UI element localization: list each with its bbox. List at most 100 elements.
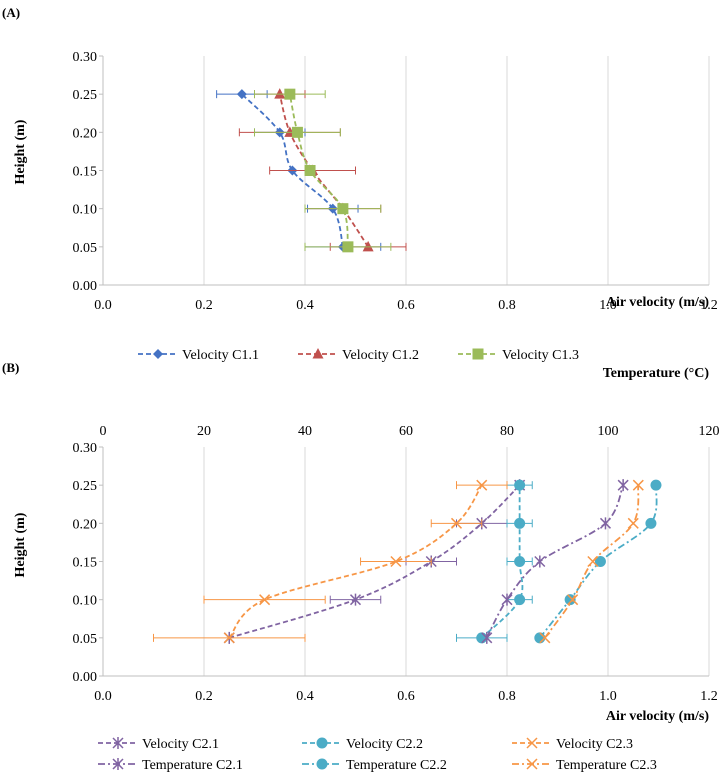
data-point — [274, 88, 286, 99]
y-tick-label: 0.00 — [73, 670, 98, 685]
data-point — [501, 593, 513, 606]
series-line — [228, 484, 521, 639]
series-temperature-c2-2 — [534, 479, 662, 644]
data-point — [594, 556, 606, 567]
data-point — [627, 517, 639, 529]
data-point — [362, 240, 374, 252]
x-tick-label: 0.0 — [94, 298, 112, 313]
y-tick-label: 0.30 — [73, 50, 98, 65]
series-temperature-c2-1 — [481, 479, 629, 644]
y-tick-label: 0.05 — [73, 241, 98, 256]
panel-b-legend: Velocity C2.1 Velocity C2.2 Velocity C2.3 T… — [98, 737, 657, 773]
series-line — [241, 93, 344, 248]
legend-marker — [153, 349, 163, 359]
x-tick-label: 0.2 — [195, 298, 213, 313]
series-velocity-c1-3 — [254, 88, 392, 253]
x-tick-label: 0.0 — [94, 689, 112, 704]
panel-b-plot: 0.0 0.2 0.4 0.6 0.8 1.0 1.2 0.00 0.05 0.10 0.15 0.2… — [73, 424, 720, 704]
data-point — [284, 88, 296, 100]
data-point — [567, 594, 579, 606]
y-tick-label: 0.15 — [73, 556, 98, 571]
data-point — [534, 555, 546, 568]
data-point — [539, 632, 551, 644]
data-point — [390, 555, 402, 568]
y-tick-label: 0.25 — [73, 88, 98, 103]
data-point — [450, 517, 463, 529]
legend-marker — [526, 758, 538, 770]
y-tick-label: 0.05 — [73, 632, 98, 647]
y-tick-label: 0.10 — [73, 203, 98, 218]
x-tick-label: 0.6 — [397, 298, 415, 313]
legend-label: Velocity C1.1 — [182, 348, 259, 363]
legend-entry: Velocity C1.3 — [458, 348, 579, 363]
legend-entry: Velocity C1.1 — [138, 348, 259, 363]
legend-label: Velocity C2.3 — [556, 737, 633, 752]
x-tick-label: 0.4 — [296, 689, 314, 704]
data-point — [632, 479, 644, 491]
legend-marker — [316, 737, 328, 749]
legend-marker — [526, 737, 538, 749]
legend-entry: Temperature C2.2 — [302, 758, 447, 773]
panel-a-x-axis-title: Air velocity (m/s) — [606, 295, 709, 310]
panel-b-y-axis-title: Height (m) — [13, 512, 28, 577]
series-velocity-c1-2 — [238, 88, 407, 252]
x-tick-label: 1.0 — [599, 689, 617, 704]
data-point — [514, 594, 526, 606]
legend-marker — [312, 348, 324, 359]
data-point — [481, 631, 493, 644]
data-point — [236, 89, 247, 100]
x-tick-label: 0.8 — [498, 689, 516, 704]
panel-a-y-axis-title: Height (m) — [13, 119, 28, 184]
data-point — [349, 593, 362, 606]
x-tick-label: 1.2 — [700, 298, 718, 313]
x2-tick-label: 100 — [598, 424, 619, 439]
data-point — [337, 203, 349, 215]
data-point — [514, 517, 526, 529]
x-tick-label: 0.6 — [397, 689, 415, 704]
x2-tick-label: 40 — [298, 424, 312, 439]
data-point — [342, 241, 354, 253]
x-tick-label: 0.2 — [195, 689, 213, 704]
x2-tick-label: 80 — [500, 424, 514, 439]
legend-marker — [472, 348, 484, 360]
x2-tick-label: 120 — [699, 424, 720, 439]
x-tick-label: 1.0 — [599, 298, 617, 313]
x-tick-label: 0.4 — [296, 298, 314, 313]
data-point — [599, 517, 612, 530]
legend-label: Velocity C1.2 — [342, 348, 419, 363]
x2-tick-label: 0 — [100, 424, 107, 439]
data-point — [650, 479, 662, 491]
legend-entry: Velocity C2.1 — [98, 737, 219, 752]
data-point — [476, 632, 488, 644]
x-tick-label: 1.2 — [700, 689, 718, 704]
legend-marker — [112, 737, 124, 749]
x2-tick-label: 60 — [399, 424, 413, 439]
data-point — [223, 632, 235, 644]
legend-label: Temperature C2.3 — [556, 758, 657, 773]
legend-entry: Velocity C1.2 — [298, 348, 419, 363]
legend-entry: Velocity C2.3 — [512, 737, 633, 752]
panel-a-plot: 0.0 0.2 0.4 0.6 0.8 1.0 1.2 0.00 0.05 0.10 0.15 0.2… — [73, 50, 718, 313]
data-point — [534, 632, 546, 644]
legend-marker — [112, 758, 124, 770]
panel-b-x-axis-title: Air velocity (m/s) — [606, 709, 709, 724]
data-point — [476, 479, 488, 491]
series-line — [228, 484, 483, 639]
data-point — [291, 126, 303, 138]
series-temperature-c2-3 — [539, 479, 644, 644]
legend-label: Velocity C1.3 — [502, 348, 579, 363]
series-velocity-c2-3 — [153, 479, 508, 644]
panel-a-label: (A) — [2, 5, 20, 20]
series-velocity-c2-2 — [456, 479, 533, 644]
legend-marker — [316, 758, 328, 770]
data-point — [617, 479, 629, 492]
legend-label: Velocity C2.1 — [142, 737, 219, 752]
panel-b-label: (B) — [2, 360, 19, 375]
legend-label: Velocity C2.2 — [346, 737, 423, 752]
y-tick-label: 0.20 — [73, 126, 98, 141]
data-point — [514, 556, 526, 567]
legend-entry: Temperature C2.1 — [98, 758, 243, 773]
data-point — [259, 594, 271, 606]
panel-a-legend: Velocity C1.1 Velocity C1.2 Velocity C1.3 — [138, 348, 579, 363]
